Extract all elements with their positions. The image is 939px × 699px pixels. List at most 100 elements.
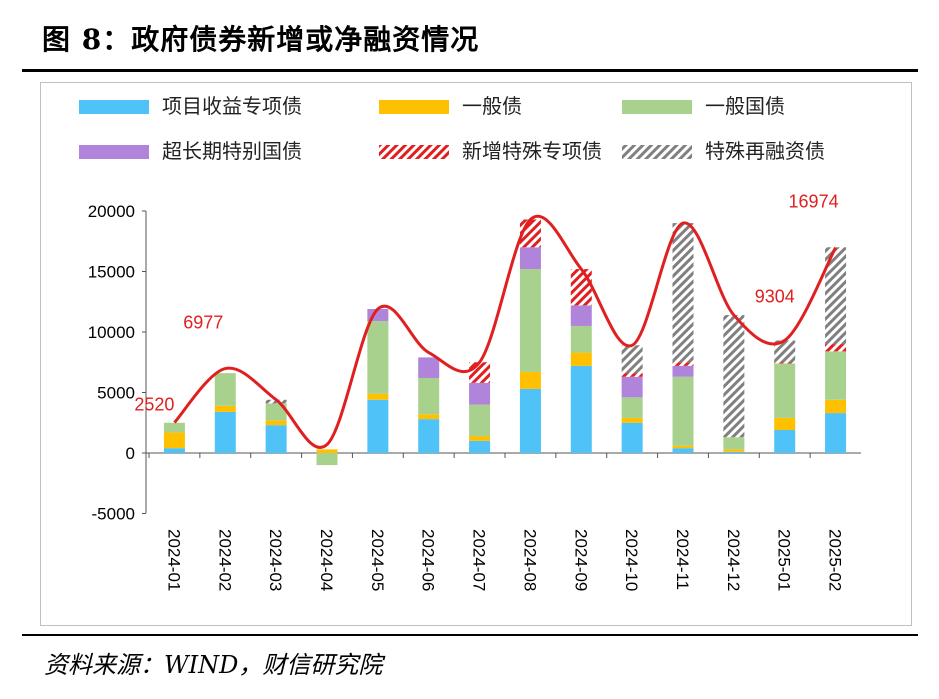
bar-segment [570, 305, 592, 326]
bar-segment [825, 351, 847, 400]
x-tick-label: 2024-02 [215, 529, 234, 591]
bar-segment [570, 325, 592, 353]
legend-label: 一般国债 [705, 95, 785, 118]
bar-segment [265, 425, 287, 453]
y-tick-label: 0 [126, 444, 135, 463]
x-tick-label: 2024-07 [470, 529, 489, 591]
bar-segment [418, 377, 440, 415]
bar-segment [469, 404, 491, 437]
x-tick-label: 2024-01 [164, 529, 183, 591]
bar-segment [672, 362, 694, 366]
x-tick-label: 2024-09 [571, 529, 590, 591]
legend-label: 超长期特别国债 [162, 140, 302, 163]
bar-segment [825, 399, 847, 414]
bar-segment [519, 388, 541, 453]
bar-segment [672, 365, 694, 377]
bar-segment [519, 269, 541, 372]
total-line [173, 215, 837, 449]
bar-segment [519, 247, 541, 270]
legend-swatch [79, 145, 149, 159]
bar-segment [265, 403, 287, 421]
bar-segment [723, 437, 745, 450]
bar-segment [519, 371, 541, 389]
legend-label: 一般债 [462, 95, 522, 118]
x-tick-label: 2025-01 [775, 529, 794, 591]
axes: 20000 15000 10000 5000 0 -5000 2024-01 2024-02 2… [88, 202, 861, 591]
bar-segment [672, 448, 694, 453]
bar-segment [570, 269, 592, 306]
bar-segment [214, 405, 236, 412]
legend-swatch [622, 100, 692, 114]
bar-segment [163, 422, 185, 433]
bar-segment [469, 440, 491, 453]
bar-segment [418, 419, 440, 453]
figure-title: 图 8：政府债券新增或净融资情况 [42, 23, 480, 56]
legend-label: 新增特殊专项债 [462, 140, 602, 163]
bar-segment [774, 430, 796, 453]
source-note: 资料来源：WIND，财信研究院 [44, 651, 383, 679]
y-tick-label: -5000 [92, 505, 135, 524]
bar-segment [723, 451, 745, 453]
x-tick-label: 2024-08 [520, 529, 539, 591]
bar-segment [621, 397, 643, 418]
y-tick-label: 10000 [88, 323, 135, 342]
bar-segment [469, 436, 491, 441]
legend-swatch [79, 100, 149, 114]
bars [163, 219, 847, 466]
data-label: 6977 [183, 313, 223, 333]
bar-segment [316, 449, 338, 453]
chart-frame: 项目收益专项债 一般债 一般国债 超长期特别国债 新增特殊专项债 特殊再融资债 20000… [40, 82, 912, 626]
data-label: 16974 [789, 192, 839, 212]
x-tick-label: 2024-05 [368, 529, 387, 591]
x-tick-label: 2024-04 [317, 529, 336, 591]
x-tick-label: 2025-02 [826, 529, 845, 591]
bar-segment [621, 373, 643, 377]
bar-segment [621, 376, 643, 398]
bar-segment [723, 315, 745, 438]
bar-segment [316, 453, 338, 466]
total-line-path [173, 215, 837, 449]
bar-segment [214, 411, 236, 453]
bottom-rule [22, 634, 918, 636]
bar-segment [672, 376, 694, 446]
y-tick-label: 5000 [97, 384, 135, 403]
bar-segment [825, 413, 847, 453]
bar-segment [367, 399, 389, 453]
legend-swatch [379, 100, 449, 114]
y-tick-label: 15000 [88, 263, 135, 282]
bar-segment [621, 422, 643, 453]
bar-segment [825, 344, 847, 352]
bar-segment [163, 432, 185, 449]
data-label: 2520 [134, 395, 174, 415]
legend-swatch [622, 145, 692, 159]
bar-segment [418, 357, 440, 378]
bar-segment [265, 420, 287, 426]
bar-segment [418, 414, 440, 420]
bar-segment [774, 340, 796, 363]
bar-segment [214, 373, 236, 406]
x-tick-label: 2024-03 [266, 529, 285, 591]
bar-segment [774, 362, 796, 364]
bar-segment [163, 448, 185, 453]
x-tick-label: 2024-10 [622, 529, 641, 591]
x-tick-label: 2024-06 [419, 529, 438, 591]
bar-segment [723, 449, 745, 452]
legend-swatch [379, 145, 449, 159]
bar-segment [672, 445, 694, 449]
data-labels: 2520 6977 9304 16974 [134, 192, 838, 415]
legend-label: 特殊再融资债 [705, 140, 825, 163]
bar-segment [621, 345, 643, 374]
bar-segment [774, 363, 796, 418]
bar-segment [469, 362, 491, 383]
bar-segment [469, 382, 491, 405]
y-tick-label: 20000 [88, 202, 135, 221]
bar-segment [621, 417, 643, 423]
bar-segment [774, 417, 796, 431]
bar-segment [367, 321, 389, 394]
data-label: 9304 [755, 286, 795, 306]
bar-segment [570, 352, 592, 366]
x-tick-label: 2024-11 [673, 529, 692, 590]
top-rule [22, 69, 918, 72]
